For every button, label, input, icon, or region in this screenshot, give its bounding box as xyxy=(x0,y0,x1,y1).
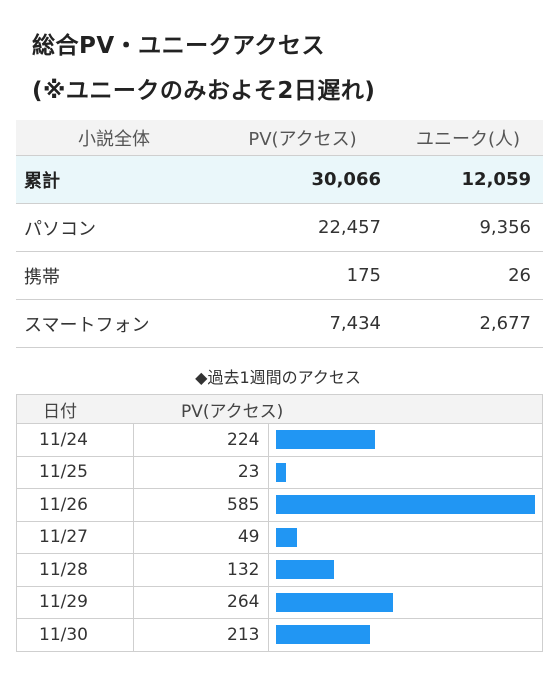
summary-row-label: スマートフォン xyxy=(16,299,212,348)
weekly-row: 11/29 264 xyxy=(16,585,543,619)
pv-bar xyxy=(275,560,335,580)
weekly-row: 11/27 49 xyxy=(16,520,543,554)
weekly-row-date: 11/28 xyxy=(16,553,134,587)
summary-row-pv: 175 xyxy=(212,251,393,300)
weekly-access-table: 日付 PV(アクセス) 11/24 224 11/25 23 11/26 585… xyxy=(16,394,543,652)
weekly-row-bar-cell xyxy=(267,585,543,619)
weekly-row-date: 11/24 xyxy=(16,423,134,457)
summary-row-pc: パソコン 22,457 9,356 xyxy=(16,203,543,252)
pv-bar xyxy=(275,430,375,450)
weekly-row-date: 11/27 xyxy=(16,520,134,554)
weekly-row-pv: 264 xyxy=(132,585,269,619)
pv-bar xyxy=(275,592,393,612)
summary-row-unique: 26 xyxy=(393,251,543,300)
summary-row-pv: 22,457 xyxy=(212,203,393,252)
weekly-row: 11/30 213 xyxy=(16,618,543,652)
pv-bar xyxy=(275,625,370,645)
pv-bar xyxy=(275,495,535,515)
weekly-header-date: 日付 xyxy=(16,394,133,424)
summary-row-label: 累計 xyxy=(16,155,212,204)
summary-row-label: 携帯 xyxy=(16,251,212,300)
page-title: 総合PV・ユニークアクセス xyxy=(32,33,326,59)
weekly-row-pv: 49 xyxy=(132,520,269,554)
weekly-row-date: 11/29 xyxy=(16,585,134,619)
weekly-row-pv: 23 xyxy=(132,455,269,489)
page-subtitle: (※ユニークのみおよそ2日遅れ) xyxy=(32,78,376,104)
summary-row-unique: 9,356 xyxy=(393,203,543,252)
weekly-row-date: 11/30 xyxy=(16,618,134,652)
weekly-row-pv: 213 xyxy=(132,618,269,652)
weekly-row-date: 11/25 xyxy=(16,455,134,489)
weekly-row-date: 11/26 xyxy=(16,488,134,522)
summary-row-pv: 7,434 xyxy=(212,299,393,348)
weekly-row-bar-cell xyxy=(267,455,543,489)
summary-header-unique: ユニーク(人) xyxy=(393,120,543,156)
summary-header-pv: PV(アクセス) xyxy=(212,120,393,156)
weekly-header-pv: PV(アクセス) xyxy=(133,394,543,424)
weekly-row-pv: 132 xyxy=(132,553,269,587)
weekly-row: 11/28 132 xyxy=(16,553,543,587)
weekly-row-bar-cell xyxy=(267,520,543,554)
weekly-heading: ◆過去1週間のアクセス xyxy=(195,368,361,387)
summary-row-pv: 30,066 xyxy=(212,155,393,204)
summary-row-total: 累計 30,066 12,059 xyxy=(16,155,543,204)
summary-row-mobile: 携帯 175 26 xyxy=(16,251,543,300)
weekly-row-bar-cell xyxy=(267,423,543,457)
weekly-row-pv: 585 xyxy=(132,488,269,522)
weekly-row: 11/24 224 xyxy=(16,423,543,457)
summary-header-category: 小説全体 xyxy=(16,120,212,156)
pv-bar xyxy=(275,462,286,482)
summary-row-unique: 12,059 xyxy=(393,155,543,204)
weekly-row: 11/26 585 xyxy=(16,488,543,522)
summary-row-label: パソコン xyxy=(16,203,212,252)
weekly-header-row: 日付 PV(アクセス) xyxy=(16,394,543,424)
weekly-row-bar-cell xyxy=(267,553,543,587)
weekly-row-bar-cell xyxy=(267,488,543,522)
summary-row-smartphone: スマートフォン 7,434 2,677 xyxy=(16,299,543,348)
pv-bar xyxy=(275,527,298,547)
weekly-row: 11/25 23 xyxy=(16,455,543,489)
summary-row-unique: 2,677 xyxy=(393,299,543,348)
summary-table: 小説全体 PV(アクセス) ユニーク(人) 累計 30,066 12,059 パ… xyxy=(16,120,543,348)
weekly-row-pv: 224 xyxy=(132,423,269,457)
summary-header-row: 小説全体 PV(アクセス) ユニーク(人) xyxy=(16,120,543,156)
weekly-row-bar-cell xyxy=(267,618,543,652)
